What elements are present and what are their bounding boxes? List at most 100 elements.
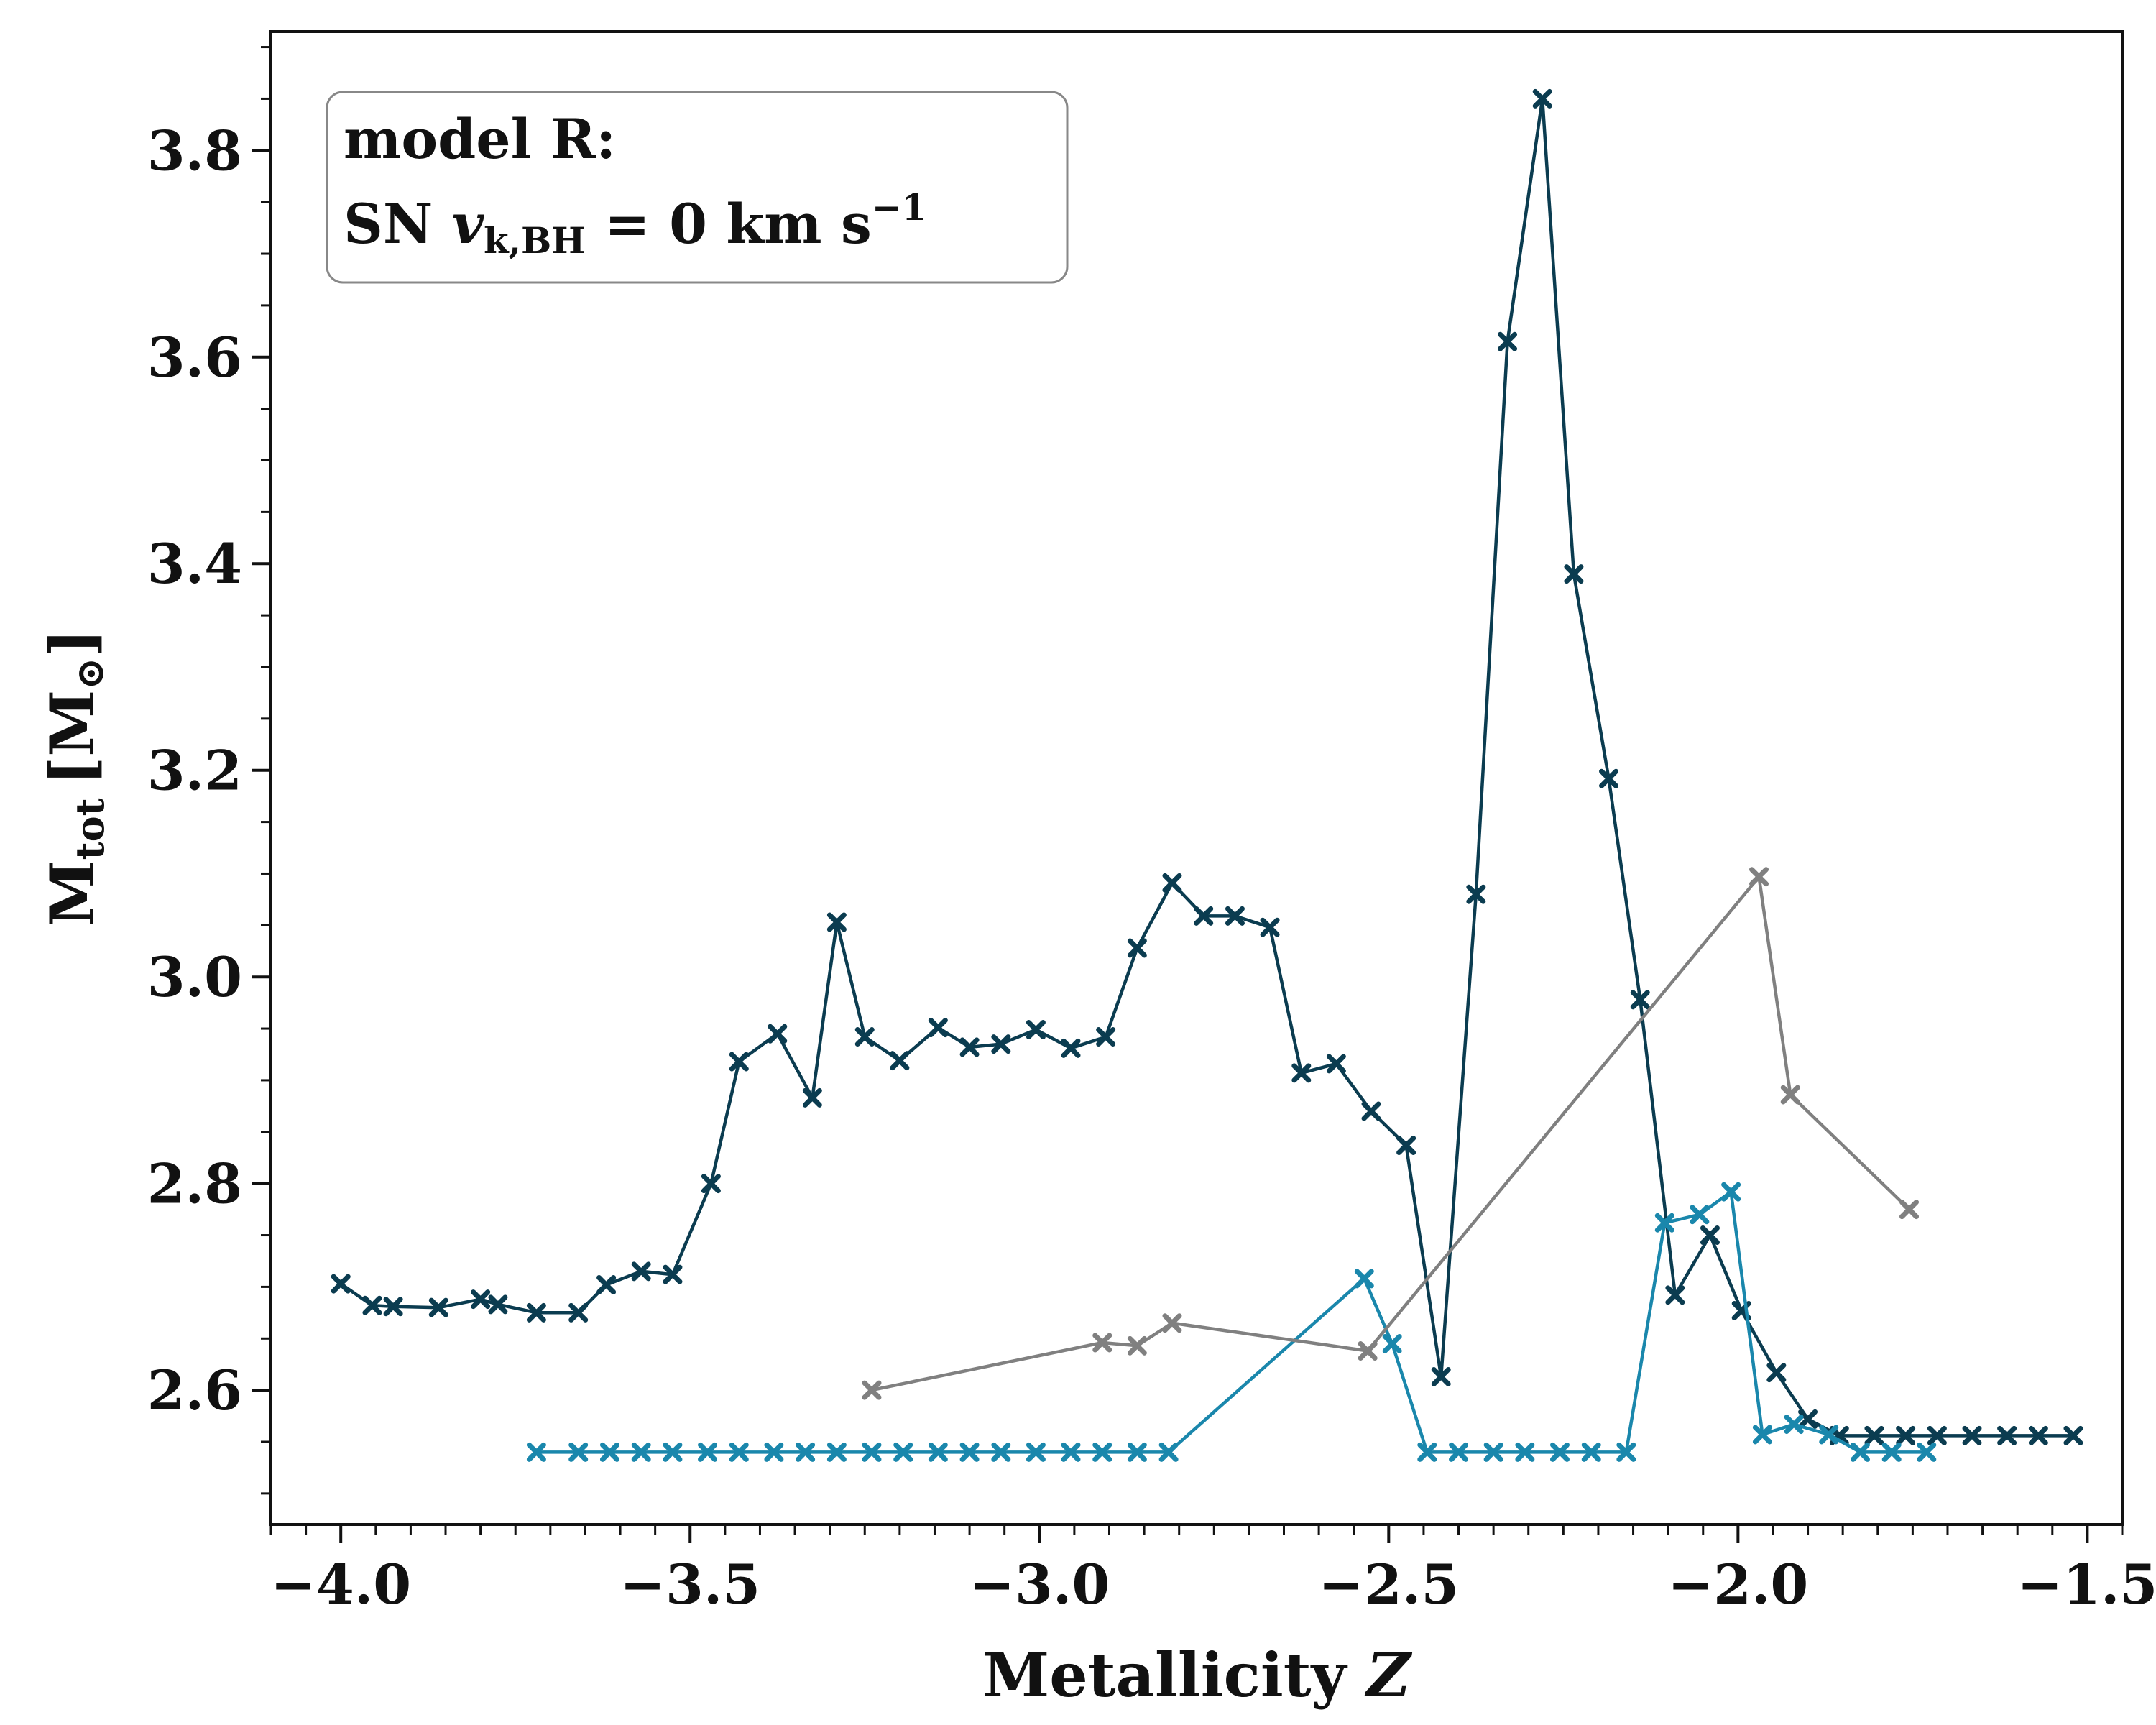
x-tick-label: −2.5	[1318, 1552, 1459, 1616]
data-point	[1899, 1200, 1920, 1220]
data-point	[631, 1442, 651, 1462]
y-tick-label: 3.6	[147, 326, 242, 390]
data-point	[428, 1297, 448, 1317]
series-3	[862, 867, 1920, 1400]
data-point	[1127, 1335, 1147, 1356]
legend-box: model R: SN vk,BH = 0 km s−1	[326, 91, 1069, 284]
data-point	[663, 1442, 683, 1462]
data-point	[1665, 1285, 1685, 1305]
data-point	[764, 1442, 784, 1462]
data-point	[1260, 917, 1280, 937]
data-point	[1766, 1363, 1787, 1383]
data-point	[1162, 1313, 1182, 1333]
x-axis: −4.0 −3.5 −3.0 −2.5 −2.0 −1.5	[270, 1524, 2156, 1616]
x-tick-label: −3.0	[969, 1552, 1110, 1616]
data-point	[631, 1261, 651, 1282]
data-point	[331, 1274, 351, 1294]
data-point	[854, 1027, 875, 1047]
legend-line-2: SN vk,BH = 0 km s−1	[344, 186, 927, 262]
data-point	[991, 1442, 1011, 1462]
data-point	[1326, 1054, 1346, 1074]
data-point	[1092, 1333, 1112, 1353]
data-point	[862, 1442, 882, 1462]
data-point	[1962, 1425, 1982, 1445]
data-point	[701, 1174, 721, 1194]
data-point	[1549, 1442, 1570, 1462]
data-point	[928, 1018, 948, 1038]
data-point	[959, 1037, 980, 1057]
y-tick-label: 2.8	[147, 1152, 242, 1216]
plot-frame	[270, 30, 2124, 1526]
data-point	[1917, 1442, 1937, 1462]
data-point	[1158, 1442, 1179, 1462]
y-axis-title-unit-sub: ⊙	[67, 657, 113, 689]
x-axis-title: Metallicity Z	[982, 1639, 1412, 1711]
data-point	[1449, 1442, 1469, 1462]
data-point	[362, 1295, 382, 1315]
series-2	[526, 1182, 1937, 1462]
data-point	[1515, 1442, 1535, 1462]
y-axis-title-unit-open: [M	[37, 690, 108, 786]
data-point	[890, 1051, 910, 1071]
data-point	[526, 1302, 546, 1322]
data-point	[663, 1264, 683, 1284]
x-axis-title-var: Z	[1364, 1639, 1412, 1711]
y-axis-title-unit-close: ]	[37, 629, 108, 658]
data-point	[471, 1289, 491, 1310]
data-point	[1354, 1269, 1374, 1289]
y-tick-label: 3.8	[147, 119, 242, 183]
x-tick-label: −3.5	[619, 1552, 760, 1616]
data-point	[1361, 1101, 1381, 1121]
data-point	[959, 1442, 980, 1462]
data-point	[1382, 1333, 1402, 1353]
data-point	[1466, 884, 1486, 904]
data-point	[1127, 1442, 1147, 1462]
data-point	[768, 1024, 788, 1044]
data-point	[383, 1297, 403, 1317]
data-point	[2028, 1425, 2048, 1445]
legend-sup: −1	[872, 186, 927, 229]
data-point	[1026, 1442, 1046, 1462]
x-tick-label: −1.5	[2017, 1552, 2156, 1616]
y-tick-label: 3.0	[147, 945, 242, 1009]
data-point	[1997, 1425, 2017, 1445]
data-point	[1092, 1442, 1112, 1462]
data-point	[1700, 1225, 1720, 1246]
data-point	[1564, 564, 1584, 584]
data-point	[1061, 1038, 1081, 1058]
data-point	[1927, 1425, 1947, 1445]
data-point	[1162, 873, 1182, 893]
data-point	[1194, 906, 1214, 926]
data-point	[1819, 1425, 1839, 1445]
data-point	[796, 1442, 816, 1462]
data-point	[526, 1442, 546, 1462]
y-axis-title-main: M	[37, 860, 108, 926]
legend-eq: = 0 km s	[586, 192, 872, 256]
data-point	[1026, 1020, 1046, 1039]
x-tick-label: −4.0	[270, 1552, 411, 1616]
data-point	[488, 1294, 508, 1315]
y-tick-label: 3.2	[147, 739, 242, 803]
data-point	[1532, 88, 1552, 109]
data-point	[893, 1442, 913, 1462]
data-point	[1431, 1366, 1451, 1386]
y-axis: 2.6 2.8 3.0 3.2 3.4 3.6 3.8	[147, 46, 271, 1495]
data-point	[1417, 1442, 1437, 1462]
data-point	[862, 1380, 882, 1400]
data-point	[1630, 990, 1650, 1010]
data-point	[1690, 1205, 1710, 1225]
data-point	[991, 1034, 1011, 1054]
y-axis-title-sub: tot	[67, 798, 113, 860]
data-point	[729, 1052, 749, 1072]
data-point	[1881, 1442, 1902, 1462]
data-point	[1483, 1442, 1503, 1462]
data-point	[596, 1275, 617, 1295]
data-point	[599, 1442, 619, 1462]
legend-sub: k,BH	[484, 219, 586, 262]
data-point	[729, 1442, 749, 1462]
y-tick-label: 2.6	[147, 1358, 242, 1422]
y-axis-title: Mtot [M⊙]	[37, 629, 113, 927]
data-point	[1780, 1085, 1800, 1105]
data-point	[1784, 1414, 1804, 1435]
